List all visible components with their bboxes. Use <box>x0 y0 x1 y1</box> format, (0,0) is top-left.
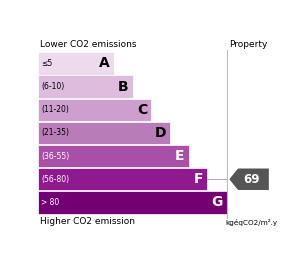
Text: (56-80): (56-80) <box>41 175 69 184</box>
Text: (6-10): (6-10) <box>41 82 64 91</box>
Bar <box>38 191 227 213</box>
Text: B: B <box>118 80 129 94</box>
Text: G: G <box>212 196 223 209</box>
Bar <box>38 52 114 75</box>
Polygon shape <box>229 168 269 190</box>
Text: Lower CO2 emissions: Lower CO2 emissions <box>40 40 136 49</box>
Bar <box>38 145 189 167</box>
Text: kgéqCO2/m².y: kgéqCO2/m².y <box>225 219 278 226</box>
Bar <box>38 75 133 98</box>
Text: > 80: > 80 <box>41 198 59 207</box>
Bar <box>38 99 152 121</box>
Text: 69: 69 <box>243 173 260 186</box>
Bar <box>38 168 207 190</box>
Text: Higher CO2 emission: Higher CO2 emission <box>40 217 135 226</box>
Text: (11-20): (11-20) <box>41 105 69 114</box>
Text: (21-35): (21-35) <box>41 128 69 137</box>
Bar <box>38 122 170 144</box>
Text: ≤5: ≤5 <box>41 59 52 68</box>
Text: (36-55): (36-55) <box>41 152 69 161</box>
Text: F: F <box>194 172 203 186</box>
Text: Property: Property <box>229 40 268 49</box>
Text: C: C <box>137 103 147 117</box>
Text: E: E <box>175 149 184 163</box>
Text: A: A <box>99 56 110 70</box>
Text: D: D <box>154 126 166 140</box>
